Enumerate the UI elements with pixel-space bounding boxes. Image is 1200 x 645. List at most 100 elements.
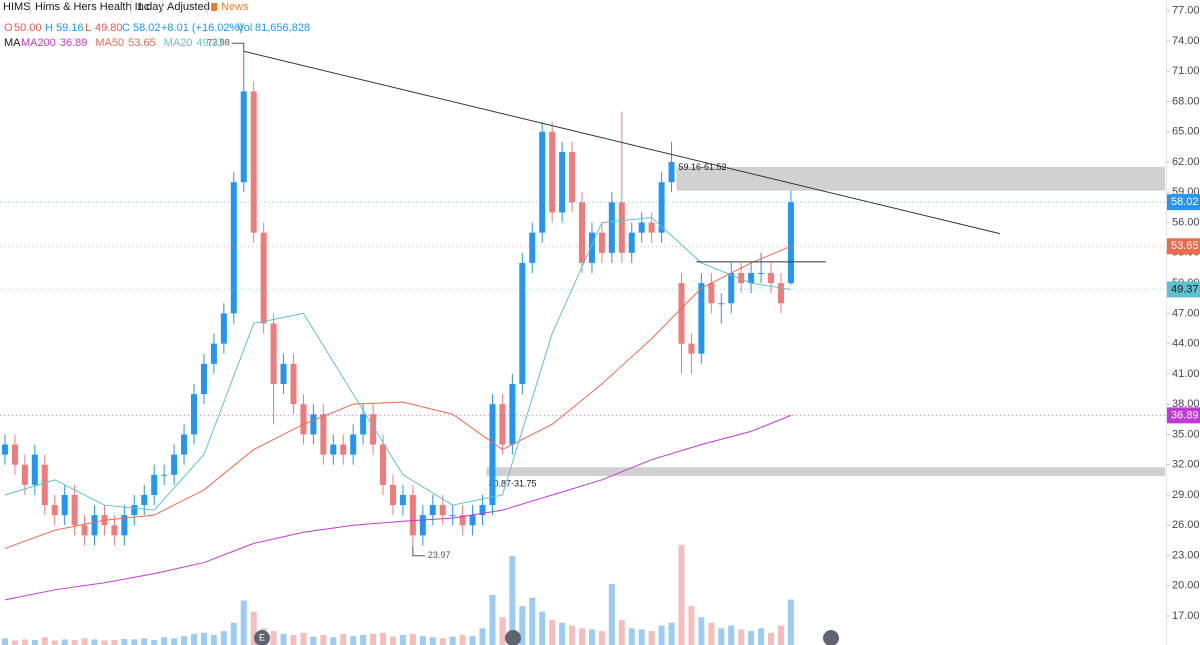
ma-legend-value: 53.65 (128, 37, 156, 49)
volume-bar (270, 631, 277, 645)
candle-body (549, 131, 556, 213)
candle-body (121, 515, 128, 536)
candle-body (559, 151, 566, 213)
volume-bar (678, 544, 685, 645)
news-icon (211, 3, 217, 11)
volume-bar (171, 638, 178, 645)
price-tag (1167, 194, 1200, 211)
zone-label: 59.16-61.52 (679, 162, 727, 172)
volume-bar (250, 611, 257, 645)
volume-bar (429, 637, 436, 645)
candle-body (777, 283, 784, 304)
candle-body (459, 515, 466, 526)
candle-body (389, 484, 396, 506)
candle-body (330, 444, 337, 455)
company-name: Hims & Hers Health Inc (35, 1, 150, 13)
y-tick-label: 44.00 (1172, 338, 1200, 350)
volume-bar (310, 636, 317, 645)
volume-bar (101, 640, 108, 645)
ohlc-key: L (85, 22, 91, 34)
volume-bar (131, 639, 138, 645)
candle-body (499, 404, 506, 445)
interval: 1 day (137, 1, 164, 13)
annotation-pointer (412, 545, 425, 557)
y-tick-label: 32.00 (1172, 459, 1200, 471)
candle-body (81, 525, 88, 536)
volume-bar (449, 636, 456, 645)
y-tick-label: 68.00 (1172, 95, 1200, 107)
ma-legend-name: MA50 (95, 37, 124, 49)
volume-bar (509, 556, 516, 645)
volume-bar (290, 634, 297, 645)
annotation-label: 72.98 (207, 38, 230, 48)
price-tag (1167, 407, 1200, 424)
candle-body (340, 444, 347, 455)
volume-bar (459, 634, 466, 645)
price-zone (486, 467, 1165, 477)
candle-body (708, 283, 715, 304)
volume-bar (718, 628, 725, 645)
candle-body (658, 182, 665, 233)
candle-body (758, 273, 765, 275)
volume-bar (588, 629, 595, 645)
volume-bar (141, 638, 148, 645)
volume-bar (539, 611, 546, 645)
candle-body (260, 232, 267, 324)
candle-body (618, 202, 625, 253)
candle-body (290, 363, 297, 405)
volume-bar (220, 631, 227, 645)
candle-body (360, 414, 367, 435)
candle-body (529, 232, 536, 263)
candle-body (509, 383, 516, 445)
annotation-pointer (231, 42, 245, 52)
candle-body (638, 222, 645, 233)
volume-bar (439, 638, 446, 645)
volume-bar (738, 629, 745, 645)
volume-bar (11, 640, 18, 645)
y-tick-label: 71.00 (1172, 65, 1200, 77)
volume-bar (389, 636, 396, 645)
volume-bar (489, 594, 496, 645)
volume-bar (1, 638, 8, 645)
ohlc-key: C (122, 22, 130, 34)
candle-body (220, 313, 227, 344)
ohlc-key: O (4, 22, 13, 34)
volume-bar (777, 625, 784, 645)
volume-bar (121, 638, 128, 645)
volume-bar (330, 637, 337, 645)
news[interactable]: News (221, 1, 249, 13)
moving-average (4, 245, 792, 549)
candle-body (210, 343, 217, 364)
volume-bar (300, 632, 307, 645)
candle-body (350, 434, 357, 455)
event-label: E (259, 632, 265, 642)
candle-body (11, 444, 18, 465)
volume-bar (469, 636, 476, 645)
candle-body (200, 363, 207, 395)
ohlc-value: 59.16 (56, 22, 84, 34)
volume-bar (71, 639, 78, 645)
candle-body (787, 202, 794, 284)
ma-legend-value: 49.37 (196, 37, 224, 49)
volume-bar (608, 583, 615, 645)
y-tick-label: 29.00 (1172, 489, 1200, 501)
candle-body (161, 474, 168, 476)
candle-body (668, 162, 675, 183)
candle-body (171, 454, 178, 475)
volume-bar (200, 632, 207, 645)
volume-bar (340, 633, 347, 645)
volume-bar (230, 622, 237, 645)
ohlc-key: H (45, 22, 53, 34)
candle-body (688, 343, 695, 354)
volume-bar (529, 597, 536, 645)
volume-bar (688, 606, 695, 645)
y-tick-label: 17.00 (1172, 610, 1200, 622)
price-tag-label: 36.89 (1171, 409, 1199, 421)
volume-bar (61, 639, 68, 645)
ohlc-value: 50.00 (14, 22, 42, 34)
price-tag (1167, 238, 1200, 255)
y-tick-label: 20.00 (1172, 580, 1200, 592)
candle-body (768, 273, 775, 284)
